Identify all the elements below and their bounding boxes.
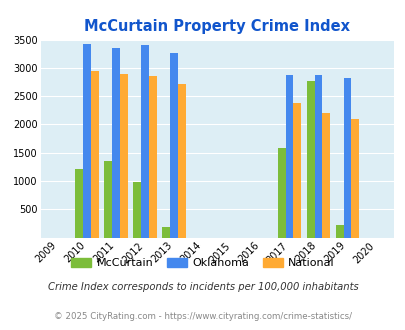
Bar	[75, 169, 83, 238]
Title: McCurtain Property Crime Index: McCurtain Property Crime Index	[84, 19, 350, 34]
Bar	[351, 119, 358, 238]
Bar	[104, 161, 112, 238]
Bar	[293, 103, 301, 238]
Bar	[148, 76, 156, 238]
Bar	[83, 44, 91, 238]
Bar	[285, 75, 293, 238]
Text: Crime Index corresponds to incidents per 100,000 inhabitants: Crime Index corresponds to incidents per…	[47, 282, 358, 292]
Bar	[162, 227, 169, 238]
Bar	[314, 75, 322, 238]
Bar	[91, 71, 98, 238]
Bar	[343, 78, 351, 238]
Bar	[277, 148, 285, 238]
Bar	[335, 225, 343, 238]
Text: © 2025 CityRating.com - https://www.cityrating.com/crime-statistics/: © 2025 CityRating.com - https://www.city…	[54, 312, 351, 321]
Legend: McCurtain, Oklahoma, National: McCurtain, Oklahoma, National	[66, 253, 339, 273]
Bar	[112, 48, 119, 238]
Bar	[119, 74, 127, 238]
Bar	[141, 45, 148, 238]
Bar	[169, 53, 177, 238]
Bar	[306, 82, 314, 238]
Bar	[177, 84, 185, 238]
Bar	[322, 113, 329, 238]
Bar	[133, 182, 141, 238]
